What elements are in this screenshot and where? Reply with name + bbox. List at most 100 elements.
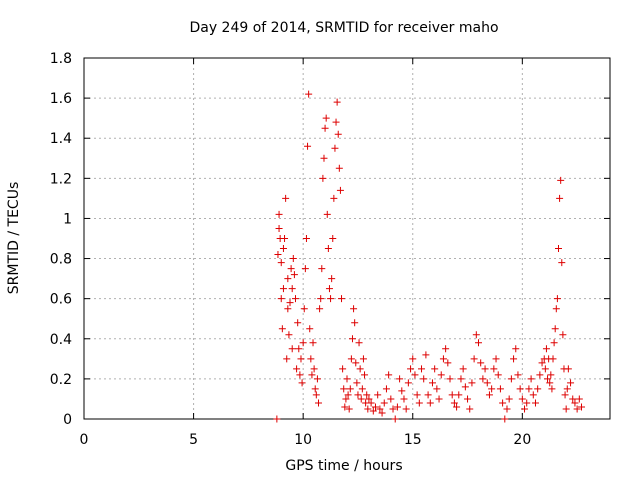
data-point	[296, 371, 304, 379]
y-tick-label: 0	[63, 412, 72, 428]
x-tick-label: 10	[294, 432, 312, 448]
data-point	[327, 295, 335, 303]
data-point	[564, 365, 572, 373]
data-point	[538, 359, 546, 367]
data-point	[329, 235, 337, 242]
data-point	[546, 379, 554, 387]
data-point	[320, 154, 328, 162]
data-point	[286, 299, 294, 307]
data-point	[316, 305, 324, 313]
data-point	[273, 415, 281, 423]
y-tick-label: 1.2	[50, 171, 72, 187]
data-point	[573, 405, 581, 413]
data-point	[477, 359, 485, 367]
data-point	[455, 391, 463, 399]
data-point	[305, 90, 313, 98]
data-point	[323, 210, 331, 218]
data-point	[393, 403, 401, 411]
data-point	[275, 210, 283, 218]
data-point	[347, 355, 355, 363]
data-point	[340, 385, 348, 393]
data-point	[364, 405, 372, 413]
data-point	[544, 375, 552, 383]
data-point	[346, 385, 354, 393]
data-point	[505, 395, 513, 403]
data-point	[562, 405, 570, 413]
data-point	[548, 385, 556, 393]
data-point	[422, 351, 430, 359]
data-point	[551, 325, 559, 333]
data-point	[356, 365, 364, 373]
y-tick-label: 0.2	[50, 372, 72, 388]
data-point	[439, 355, 447, 363]
data-point	[446, 375, 454, 383]
chart-title: Day 249 of 2014, SRMTID for receiver mah…	[189, 20, 498, 36]
data-point	[541, 365, 549, 373]
x-tick-label: 15	[404, 432, 422, 448]
data-point	[415, 399, 423, 407]
data-point	[563, 385, 571, 393]
data-point	[547, 371, 555, 379]
data-point	[561, 391, 569, 399]
data-point	[361, 371, 369, 379]
data-point	[578, 403, 586, 411]
data-point	[350, 305, 358, 313]
data-point	[510, 355, 518, 363]
data-point	[371, 403, 379, 411]
x-axis-label: GPS time / hours	[285, 458, 402, 474]
data-point	[516, 385, 524, 393]
data-point	[553, 295, 561, 303]
data-point	[307, 355, 315, 363]
data-point	[293, 365, 301, 373]
data-point	[426, 399, 434, 407]
data-point	[281, 235, 289, 242]
data-point	[464, 395, 472, 403]
data-point	[298, 379, 306, 387]
data-point	[536, 371, 544, 379]
data-point	[549, 355, 557, 363]
data-point	[466, 405, 474, 413]
data-point	[558, 259, 566, 267]
data-point	[304, 142, 312, 150]
data-point	[496, 385, 504, 393]
data-point	[542, 345, 550, 353]
data-point	[297, 355, 305, 363]
data-point	[470, 355, 478, 363]
data-point	[359, 355, 367, 363]
data-point	[283, 355, 291, 363]
data-point	[552, 305, 560, 313]
data-point	[503, 405, 511, 413]
data-point	[514, 371, 522, 379]
x-tick-label: 20	[513, 432, 531, 448]
data-point	[527, 375, 535, 383]
data-point	[433, 385, 441, 393]
data-point	[358, 385, 366, 393]
data-point	[369, 407, 377, 415]
data-point	[321, 124, 329, 132]
data-point	[345, 405, 353, 413]
data-point	[319, 174, 327, 182]
data-point	[398, 387, 406, 395]
data-point	[334, 130, 342, 138]
data-point	[554, 245, 562, 253]
data-point	[501, 415, 509, 423]
data-point	[274, 251, 282, 259]
data-point	[299, 339, 307, 347]
data-point	[444, 359, 452, 367]
data-point	[310, 365, 318, 373]
data-point	[411, 371, 419, 379]
data-point	[479, 375, 487, 383]
data-point	[402, 405, 410, 413]
y-tick-label: 0.6	[50, 292, 72, 308]
data-point	[333, 98, 341, 106]
data-point	[457, 375, 465, 383]
data-point	[556, 194, 564, 202]
data-point	[420, 375, 428, 383]
data-point	[525, 385, 533, 393]
data-point	[448, 391, 456, 399]
data-point	[459, 365, 467, 373]
y-tick-label: 1.4	[50, 131, 72, 147]
data-point	[409, 355, 417, 363]
data-point	[322, 114, 330, 122]
